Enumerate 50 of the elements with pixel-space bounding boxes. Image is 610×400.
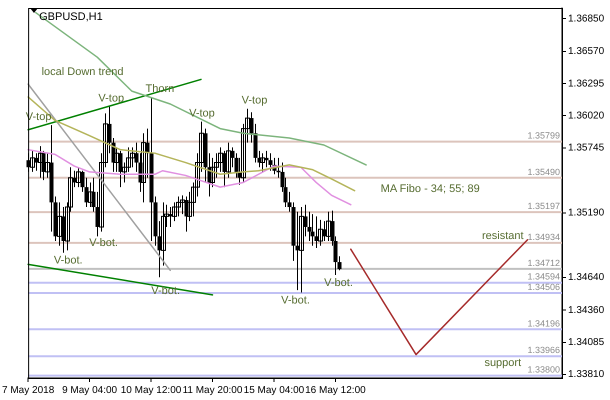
annotation: V-top [98,92,124,104]
y-tick-label: 1.34640 [568,272,605,284]
chart-title: GBPUSD,H1 [39,11,103,24]
ref-line-label: 1.34506 [527,282,560,292]
x-tick-label: 11 May 20:00 [182,384,243,396]
annotation: V-bot. [281,294,310,307]
annotation: V-bot. [324,276,353,289]
candlestick [310,214,314,246]
candlestick [268,152,272,172]
x-tick-label: 16 May 12:00 [305,384,366,396]
ref-line-label: 1.35490 [527,166,560,177]
candlestick [299,206,304,294]
candlestick [318,219,323,246]
y-tick-label: 1.34360 [568,304,605,316]
annotation: V-bot. [54,254,83,267]
y-tick-label: 1.33810 [568,369,605,380]
ref-line-label: 1.33966 [527,345,560,356]
y-tick-label: 1.36570 [568,46,605,58]
ref-line-label: 1.34934 [527,232,560,242]
y-tick-label: 1.36295 [568,78,605,90]
candlestick [176,196,181,217]
annotation: V-bot. [151,285,180,298]
y-tick-label: 1.35190 [568,208,605,219]
y-tick-label: 1.34085 [568,337,605,348]
candlestick [88,182,93,208]
x-tick-label: 9 May 04:00 [62,384,118,396]
x-tick-label: 15 May 04:00 [244,384,305,396]
candlestick [260,152,265,172]
annotation: V-bot. [89,237,118,250]
annotation: resistant [482,230,524,242]
ref-line-label: 1.34594 [527,272,560,282]
ref-line-label: 1.34196 [527,318,560,328]
annotation: MA Fibo - 34; 55; 89 [380,183,480,196]
x-tick-label: 7 May 2018 [2,384,55,396]
candlestick [130,146,135,168]
x-tick-label: 10 May 12:00 [120,384,182,396]
y-tick-label: 1.36850 [568,13,605,24]
annotation: V-top [189,108,215,120]
y-tick-label: 1.35745 [568,142,605,154]
ref-line-label: 1.33800 [527,364,560,375]
candlestick [38,146,43,178]
candlestick [326,211,331,242]
ref-line-label: 1.35197 [527,201,560,212]
y-tick-label: 1.36020 [568,110,605,122]
annotation: support [484,357,522,370]
ref-line-label: 1.34712 [527,258,560,268]
candlestick [76,166,81,188]
annotation: V-top [242,94,268,107]
candlestick [141,132,146,203]
ref-line-label: 1.35799 [527,130,560,141]
